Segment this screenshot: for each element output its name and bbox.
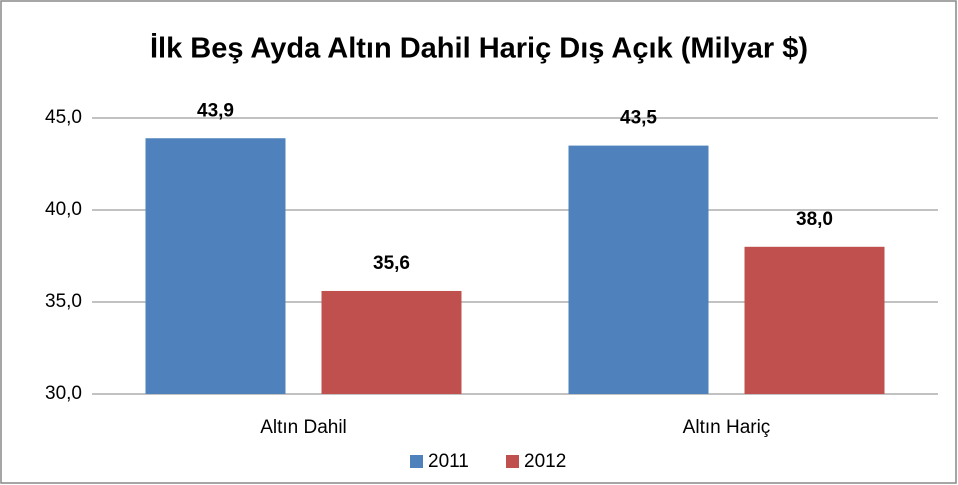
value-label: 43,5: [620, 108, 657, 129]
value-label: 43,9: [197, 100, 234, 121]
bar: [568, 145, 709, 394]
bar: [321, 290, 462, 394]
bar: [744, 246, 885, 394]
x-tick-label: Altın Hariç: [683, 417, 771, 438]
legend-label: 2011: [428, 451, 469, 472]
y-tick-label: 35,0: [45, 291, 82, 312]
value-label: 38,0: [796, 209, 833, 230]
y-tick-label: 40,0: [45, 199, 82, 220]
bar: [145, 138, 286, 394]
value-label: 35,6: [373, 253, 410, 274]
y-tick-label: 45,0: [45, 107, 82, 128]
legend-swatch: [410, 455, 423, 468]
y-tick-label: 30,0: [45, 383, 82, 404]
legend-swatch: [506, 455, 519, 468]
legend-label: 2012: [524, 451, 566, 472]
chart-title: İlk Beş Ayda Altın Dahil Hariç Dış Açık …: [150, 33, 808, 65]
x-tick-label: Altın Dahil: [260, 417, 347, 438]
